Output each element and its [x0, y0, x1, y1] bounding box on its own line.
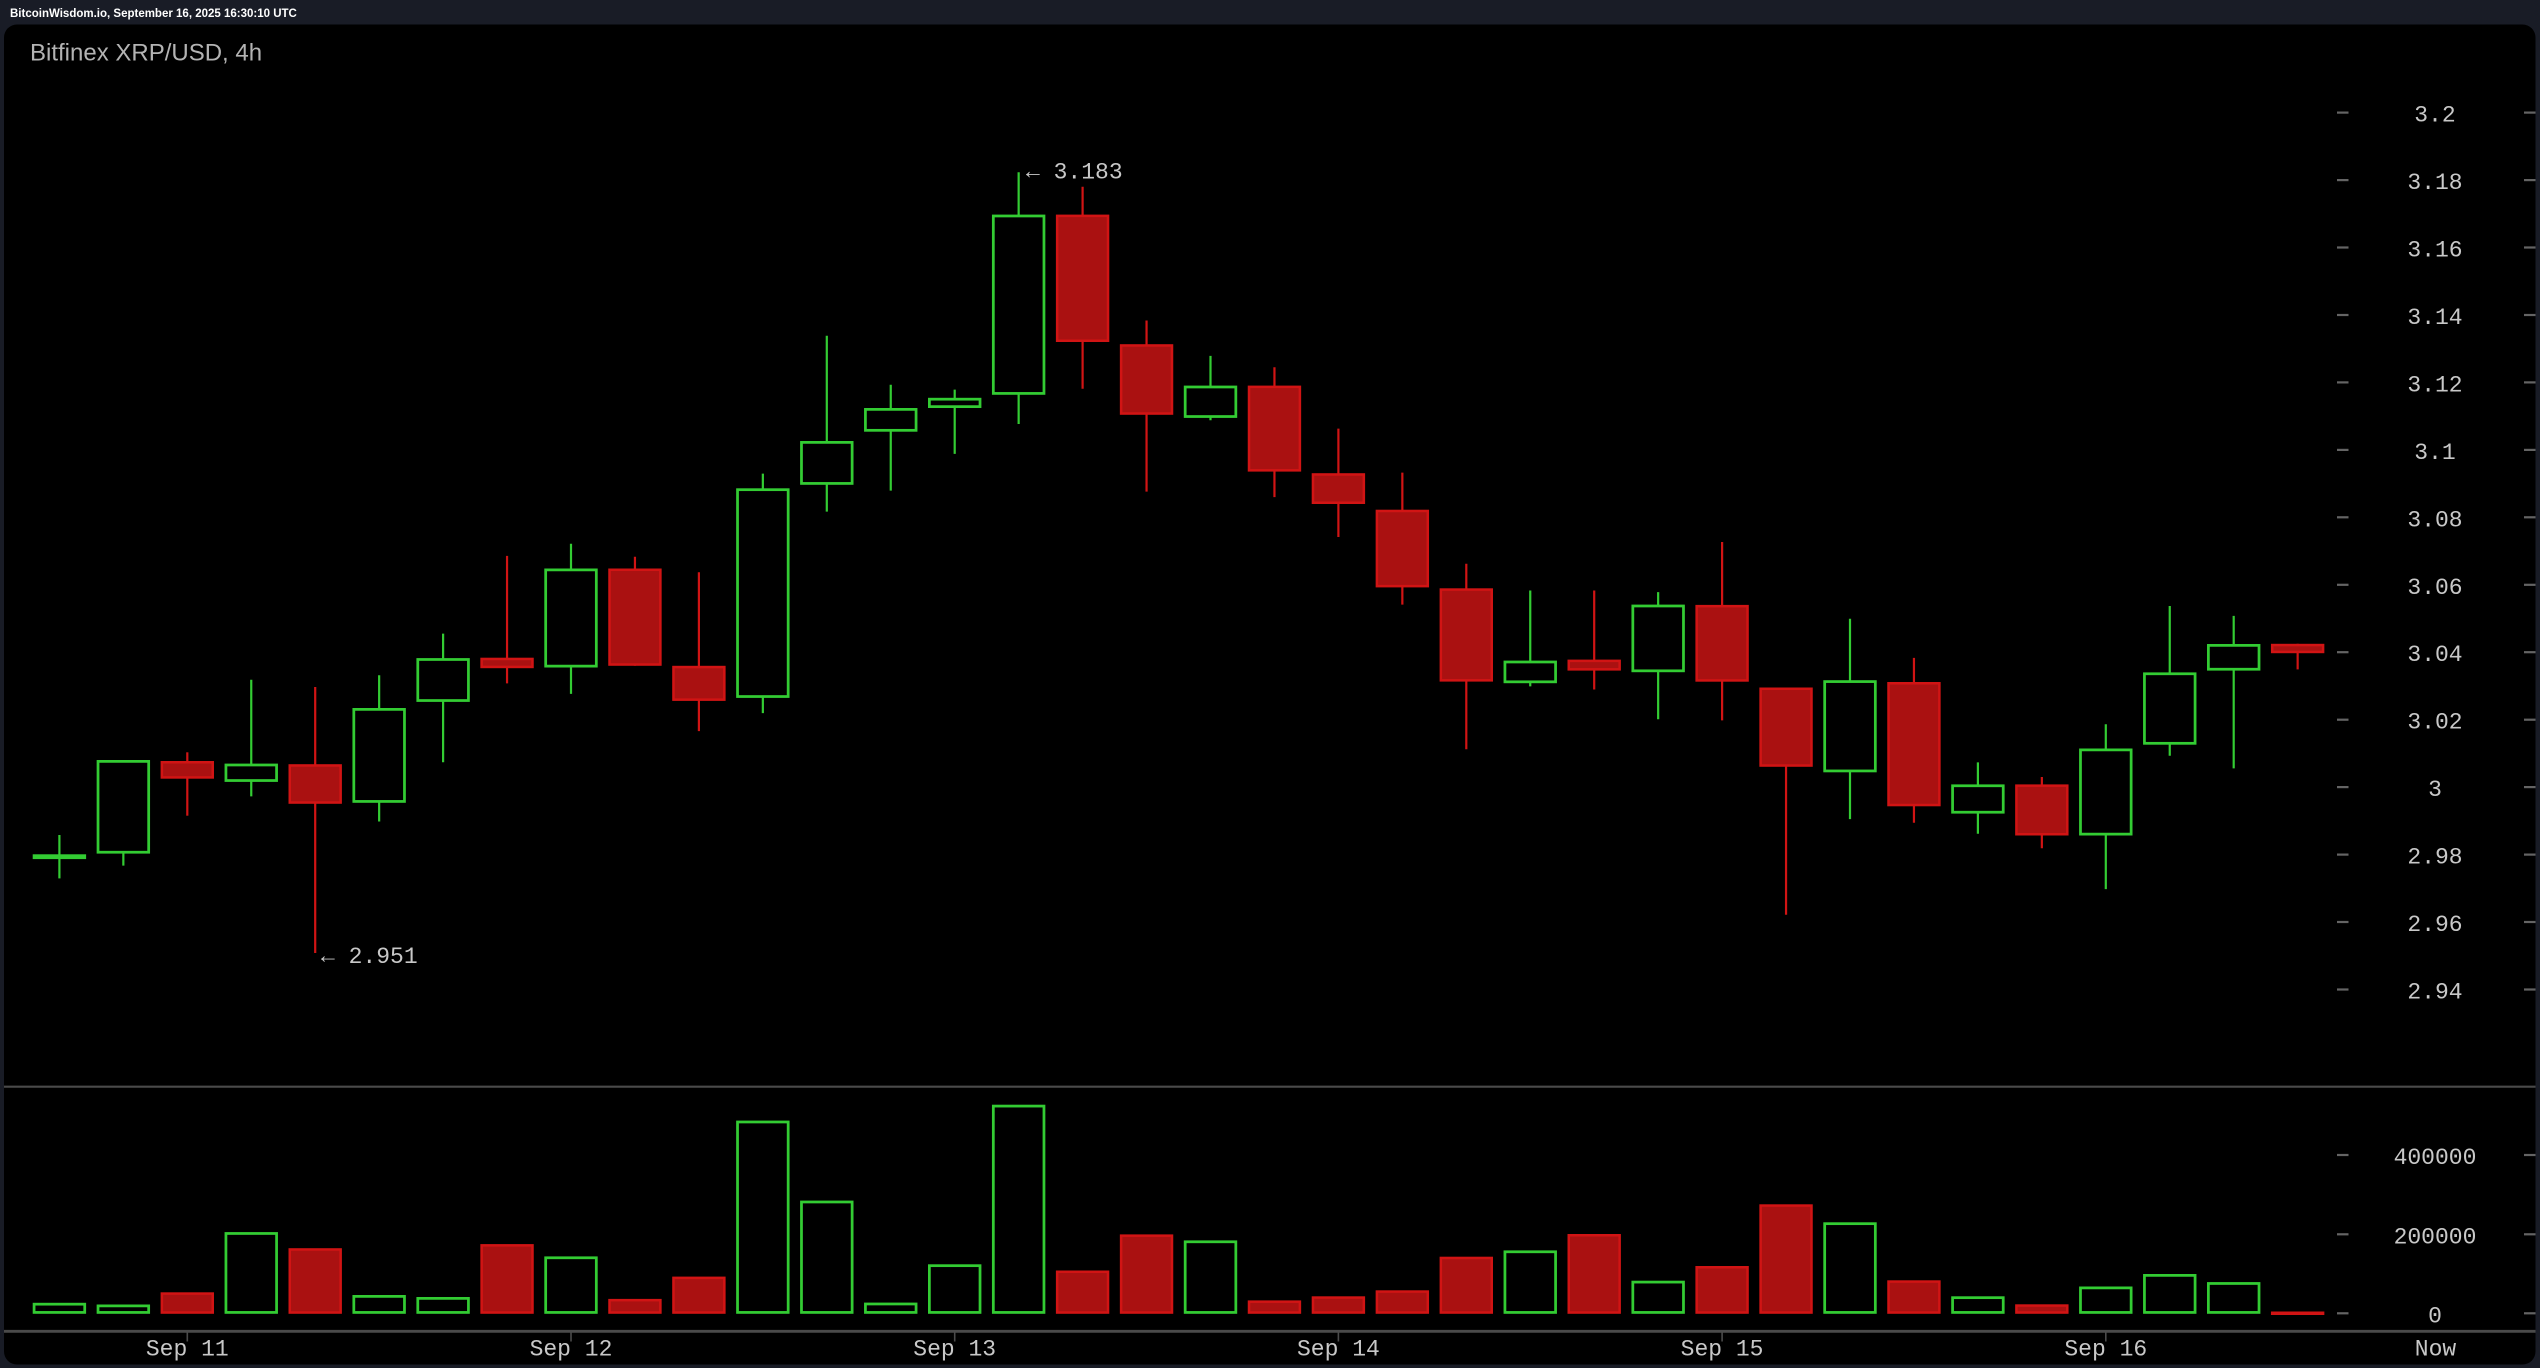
svg-text:3.08: 3.08	[2407, 507, 2462, 533]
svg-text:Bitfinex XRP/USD, 4h: Bitfinex XRP/USD, 4h	[30, 40, 262, 67]
svg-text:2.94: 2.94	[2407, 980, 2462, 1006]
svg-text:3.1: 3.1	[2414, 440, 2455, 466]
svg-text:2.98: 2.98	[2407, 845, 2462, 871]
svg-text:2.96: 2.96	[2407, 912, 2462, 938]
svg-text:Sep 12: Sep 12	[530, 1337, 613, 1363]
svg-text:3.06: 3.06	[2407, 575, 2462, 601]
svg-text:Now: Now	[2415, 1337, 2457, 1363]
svg-text:3: 3	[2428, 777, 2442, 803]
svg-text:3.02: 3.02	[2407, 710, 2462, 736]
svg-text:3.2: 3.2	[2414, 103, 2455, 129]
svg-text:← 2.951: ← 2.951	[321, 944, 418, 970]
svg-text:3.18: 3.18	[2407, 170, 2462, 196]
svg-text:3.16: 3.16	[2407, 238, 2462, 264]
svg-text:Sep 11: Sep 11	[146, 1337, 229, 1363]
svg-text:← 3.183: ← 3.183	[1026, 160, 1123, 186]
svg-text:3.12: 3.12	[2407, 372, 2462, 398]
svg-text:3.04: 3.04	[2407, 642, 2462, 668]
svg-text:Sep 14: Sep 14	[1297, 1337, 1380, 1363]
svg-text:Sep 16: Sep 16	[2064, 1337, 2147, 1363]
svg-text:200000: 200000	[2394, 1224, 2477, 1250]
svg-text:Sep 15: Sep 15	[1681, 1337, 1764, 1363]
svg-text:400000: 400000	[2394, 1145, 2477, 1171]
svg-text:Sep 13: Sep 13	[913, 1337, 996, 1363]
svg-text:3.14: 3.14	[2407, 305, 2462, 331]
svg-text:0: 0	[2428, 1303, 2442, 1329]
